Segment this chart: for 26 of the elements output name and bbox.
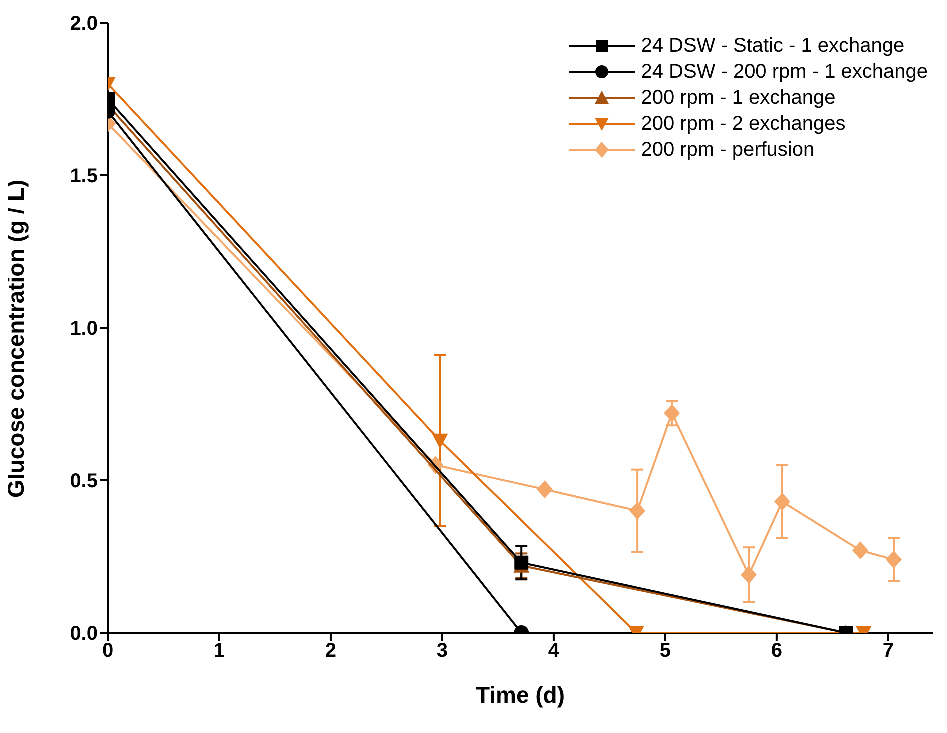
legend-label: 200 rpm - 2 exchanges (641, 112, 846, 136)
x-tick-label: 7 (882, 640, 894, 662)
legend-label: 24 DSW - Static - 1 exchange (641, 34, 905, 58)
x-tick-label: 6 (771, 640, 782, 662)
point (774, 492, 790, 511)
x-tick-label: 1 (214, 640, 226, 662)
legend-label: 24 DSW - 200 rpm - 1 exchange (641, 60, 928, 84)
point (630, 502, 646, 520)
x-tick-label: 2 (325, 640, 337, 662)
point (886, 550, 902, 569)
x-tick-label: 0 (102, 640, 114, 662)
x-axis-title: Time (d) (476, 682, 566, 708)
point (741, 566, 758, 584)
y-tick-label: 1.5 (70, 166, 98, 188)
y-tick-label: 1.0 (70, 318, 98, 340)
y-tick-label: 0.5 (70, 470, 98, 493)
y-tick-label: 2.0 (70, 13, 98, 36)
point (537, 480, 554, 499)
legend-label: 200 rpm - perfusion (641, 138, 815, 162)
y-tick-label: 0.0 (70, 623, 98, 646)
x-tick-label: 5 (660, 640, 671, 662)
x-tick-label: 4 (548, 640, 560, 662)
point (852, 542, 869, 560)
legend-label: 200 rpm - 1 exchange (641, 86, 836, 110)
x-tick-label: 3 (436, 640, 448, 662)
point (664, 404, 680, 422)
